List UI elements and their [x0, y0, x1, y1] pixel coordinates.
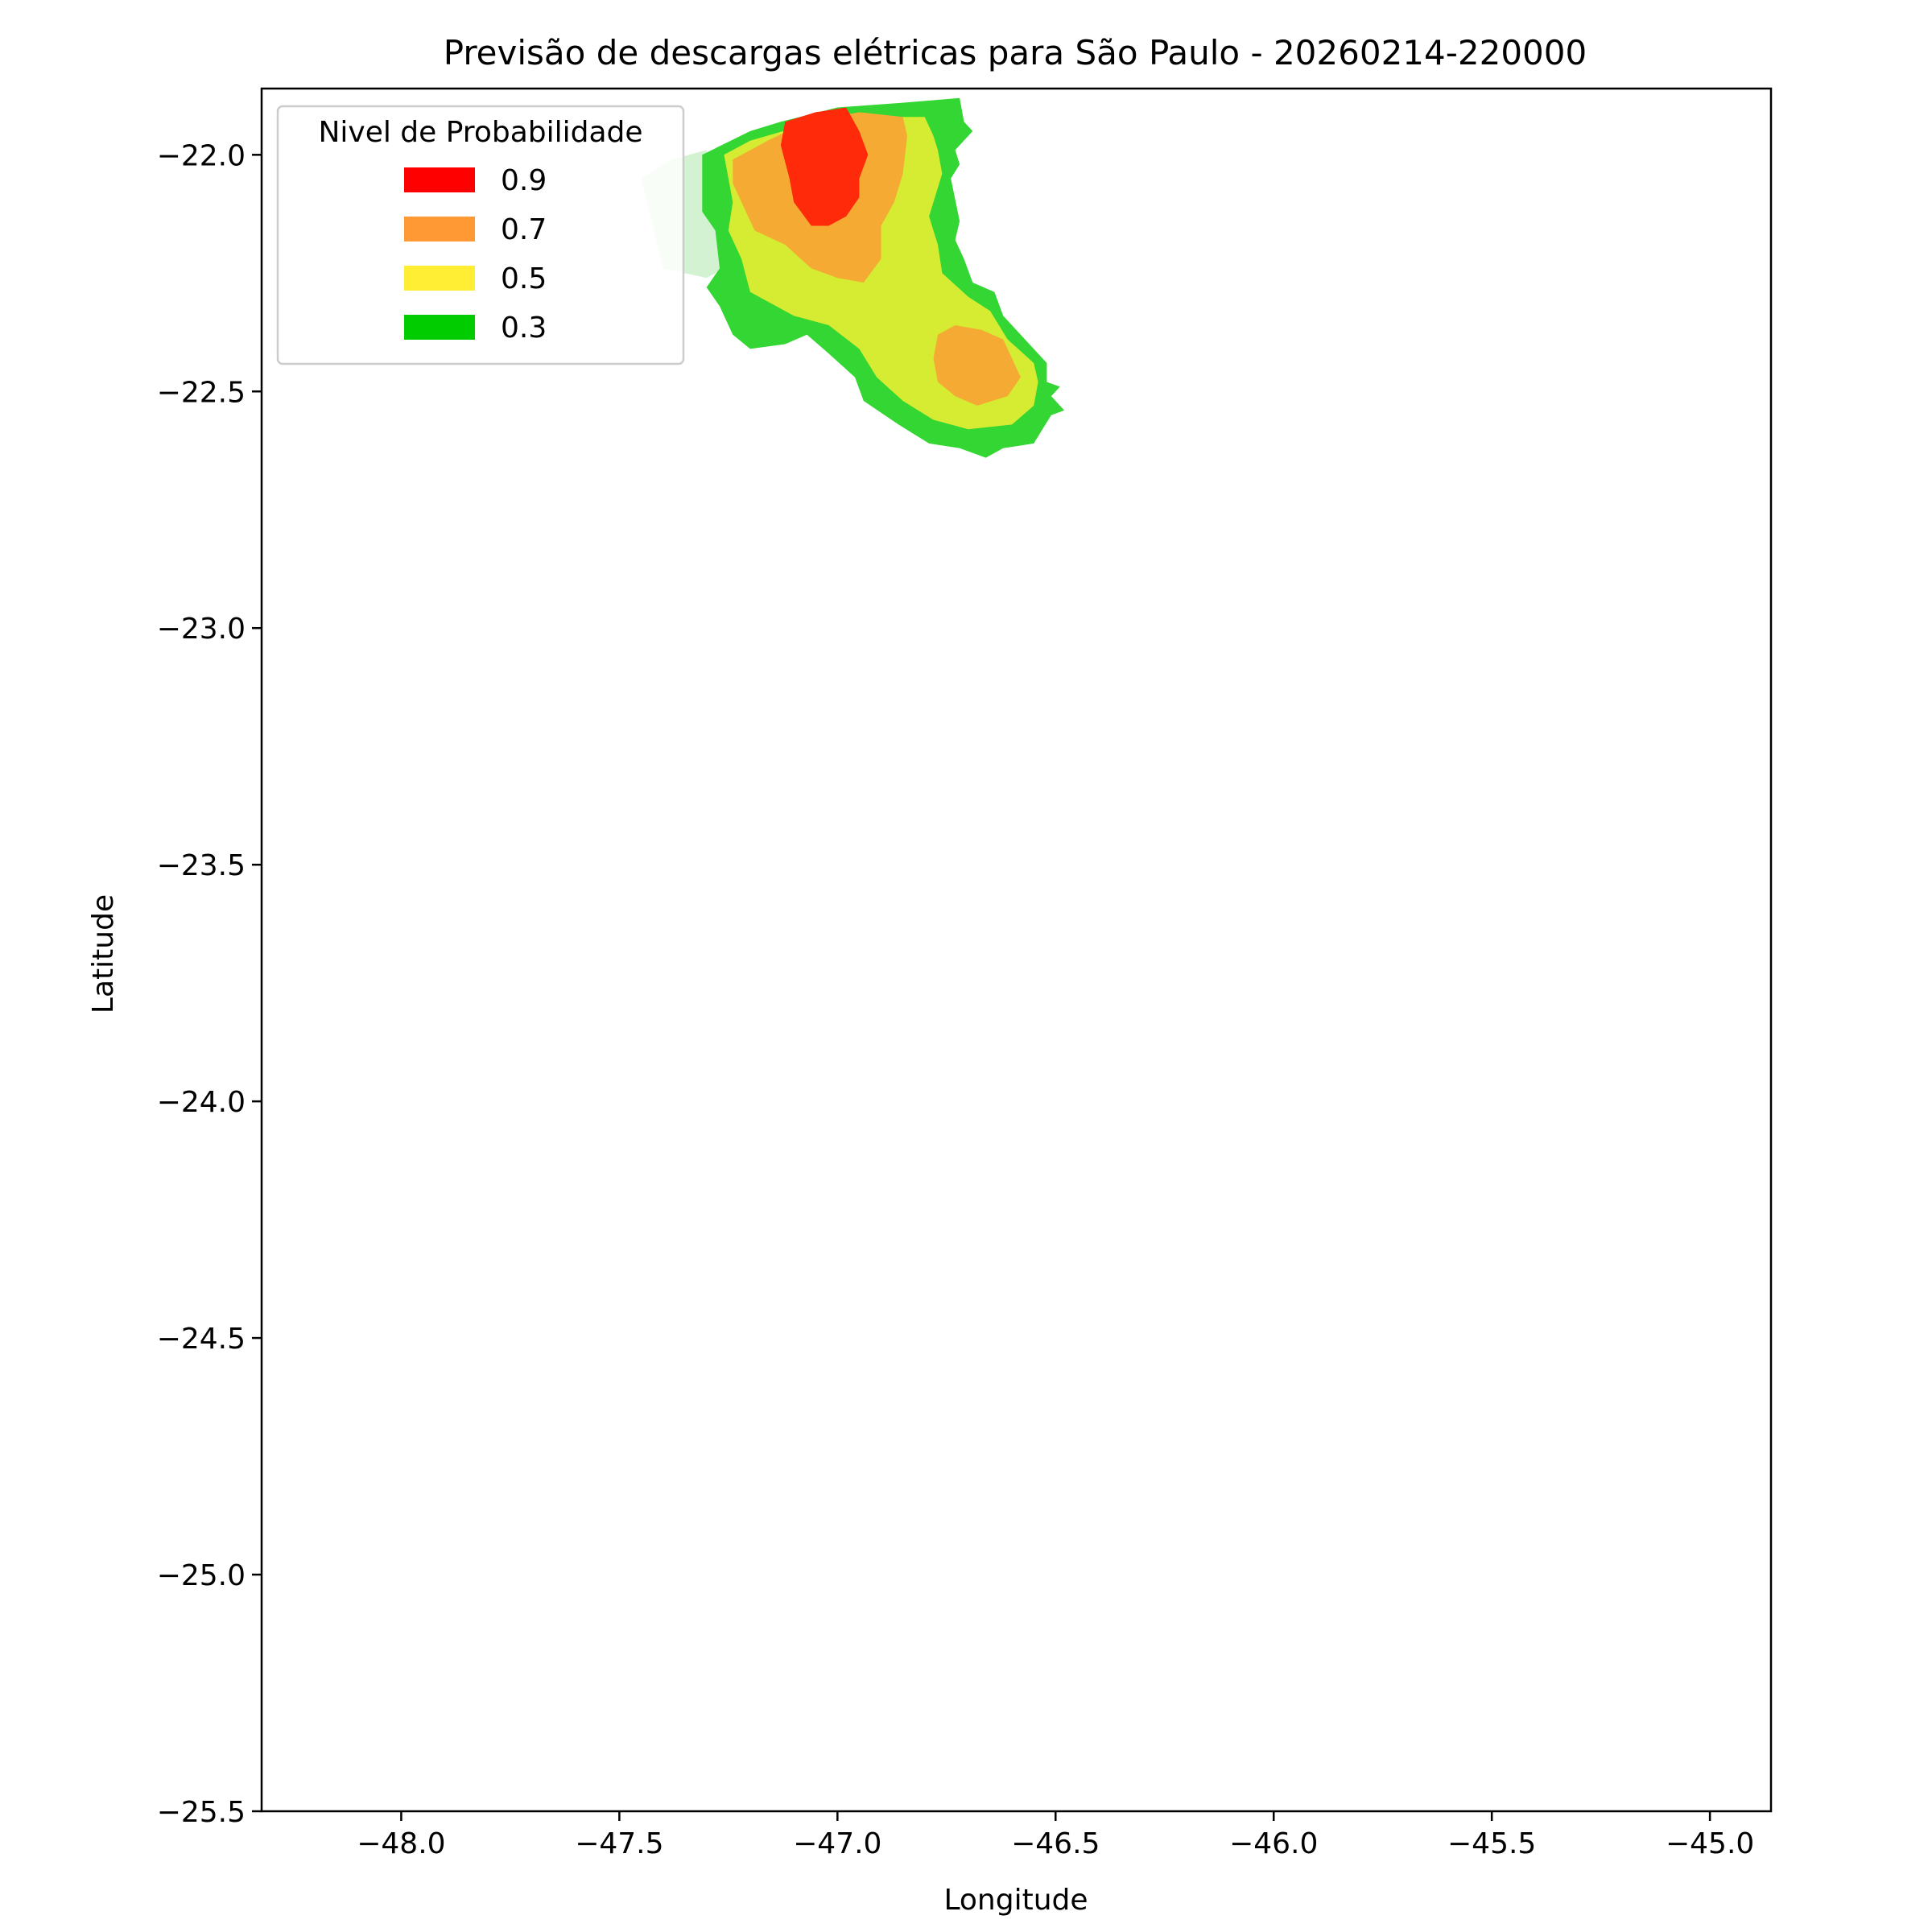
legend-entries: 0.9 0.7 0.5 0.3 — [404, 164, 547, 345]
x-axis: −48.0 −47.5 −47.0 −46.5 −46.0 −45.5 −45.0 — [357, 1811, 1754, 1860]
legend-label: 0.3 — [501, 312, 547, 345]
legend-swatch — [404, 315, 475, 340]
legend-swatch — [404, 217, 475, 242]
x-tick-label: −45.5 — [1447, 1827, 1536, 1860]
x-axis-label: Longitude — [943, 1884, 1088, 1917]
legend-swatch — [404, 167, 475, 192]
legend-box — [276, 105, 685, 365]
y-tick-label: −25.5 — [157, 1796, 246, 1829]
y-tick-label: −24.5 — [157, 1323, 246, 1356]
x-tick-label: −48.0 — [357, 1827, 445, 1860]
x-tick-label: −45.0 — [1666, 1827, 1754, 1860]
y-tick-label: −23.5 — [157, 849, 246, 882]
y-tick-label: −25.0 — [157, 1559, 246, 1592]
y-axis: −22.0 −22.5 −23.0 −23.5 −24.0 −24.5 −25.0 −25.5 — [157, 139, 262, 1829]
y-tick-label: −24.0 — [157, 1086, 246, 1119]
chart-title: Previsão de descargas elétricas para São… — [444, 33, 1587, 72]
legend-title: Nivel de Probabilidade — [318, 116, 642, 149]
legend: Nivel de Probabilidade 0.9 0.7 0.5 0.3 — [276, 105, 685, 365]
legend-swatch — [404, 266, 475, 291]
x-tick-label: −46.5 — [1011, 1827, 1100, 1860]
x-tick-label: −47.0 — [793, 1827, 881, 1860]
plot-frame — [260, 87, 1773, 1813]
y-tick-label: −23.0 — [157, 613, 246, 646]
legend-label: 0.5 — [501, 262, 547, 295]
x-tick-label: −47.5 — [575, 1827, 663, 1860]
x-tick-label: −46.0 — [1229, 1827, 1318, 1860]
contour-level-0-9-region-5 — [780, 107, 869, 226]
legend-label: 0.7 — [501, 213, 547, 246]
y-tick-label: −22.0 — [157, 139, 246, 172]
contour-level-0-7-region-4 — [933, 325, 1021, 406]
legend-label: 0.9 — [501, 164, 547, 197]
y-axis-label: Latitude — [87, 894, 120, 1013]
contour-layer — [641, 97, 1065, 458]
y-tick-label: −22.5 — [157, 376, 246, 409]
